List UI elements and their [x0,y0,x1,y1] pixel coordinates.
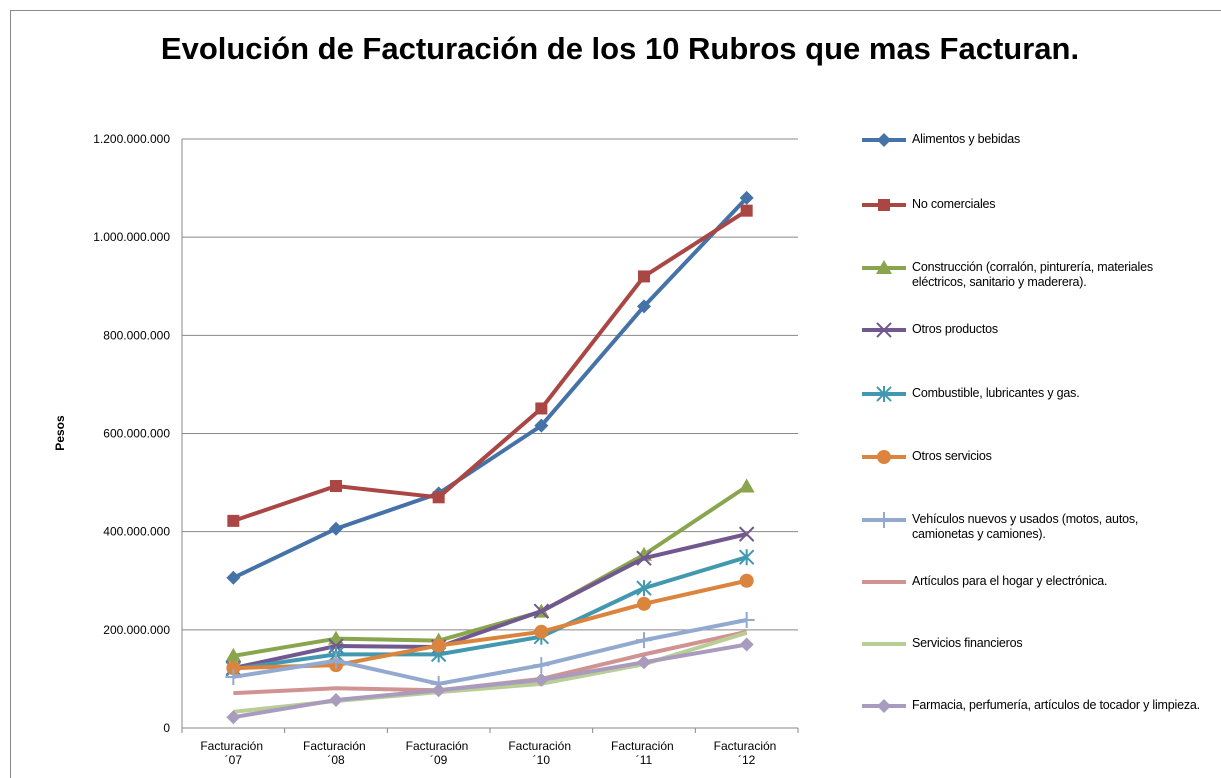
marker [738,612,755,629]
marker [534,624,549,639]
marker [877,450,891,464]
marker [535,402,548,415]
marker [533,657,550,674]
marker [878,199,890,211]
marker [877,133,891,147]
marker [638,270,650,283]
marker [431,683,446,698]
series-line [232,532,748,671]
series-line [233,578,748,671]
legend-label: Servicios financieros [912,636,1023,650]
marker [432,491,445,504]
legend-label: Construcción (corralón, pinturería, mate… [912,260,1153,289]
y-tick-label: 800.000.000 [103,328,170,342]
x-tick-label: Facturación ´09 [406,739,472,767]
y-tick-label: 0 [163,721,170,735]
series-line [232,196,749,580]
marker [226,710,241,725]
marker [225,647,242,662]
series-line [233,555,748,672]
marker [876,322,892,338]
marker [738,478,755,493]
y-axis-label: Pesos [53,415,67,451]
y-tick-label: 200.000.000 [103,623,170,637]
y-tick-label: 400.000.000 [103,525,170,539]
marker [226,570,241,585]
marker [328,652,344,669]
marker [876,512,892,528]
chart-title: Evolución de Facturación de los 10 Rubro… [160,31,1080,66]
y-tick-label: 600.000.000 [103,427,170,441]
x-tick-label: Facturación ´12 [714,739,780,767]
marker [637,655,651,670]
marker [738,549,755,566]
marker [225,668,242,685]
marker [330,480,342,493]
series-line [233,618,748,686]
x-tick-label: Facturación ´10 [508,739,574,767]
series-line [233,484,748,658]
marker [329,521,343,536]
marker [533,603,550,619]
marker [329,693,343,708]
marker [738,526,755,542]
legend-label: Combustible, lubricantes y gas. [912,386,1080,400]
x-tick-label: Facturación ´07 [200,739,266,767]
marker [534,418,549,433]
marker [739,190,754,205]
y-tick-label: 1.200.000.000 [93,132,170,146]
marker [636,550,652,566]
legend-label: Artículos para el hogar y electrónica. [912,574,1108,588]
legend-label: Vehículos nuevos y usados (motos, autos,… [912,512,1139,541]
marker [534,672,549,687]
series-line [232,208,748,523]
marker [227,514,240,527]
legend-label: Farmacia, perfumería, artículos de tocad… [912,698,1200,712]
marker [226,661,241,676]
marker [636,632,652,649]
marker [739,573,754,588]
legend-label: Otros productos [912,322,998,336]
legend-label: No comerciales [912,197,996,211]
marker [739,637,754,652]
marker [876,386,892,402]
marker [637,299,651,314]
y-tick-label: 1.000.000.000 [93,230,170,244]
x-tick-label: Facturación ´11 [611,739,677,767]
marker [431,638,446,653]
frame [10,10,1221,778]
legend-label: Alimentos y bebidas [912,132,1021,146]
marker [877,699,891,713]
marker [636,580,652,597]
marker [740,204,753,217]
marker [637,596,651,611]
marker [876,260,892,274]
legend-label: Otros servicios [912,449,992,463]
x-tick-label: Facturación ´08 [303,739,369,767]
series-line [233,642,748,720]
